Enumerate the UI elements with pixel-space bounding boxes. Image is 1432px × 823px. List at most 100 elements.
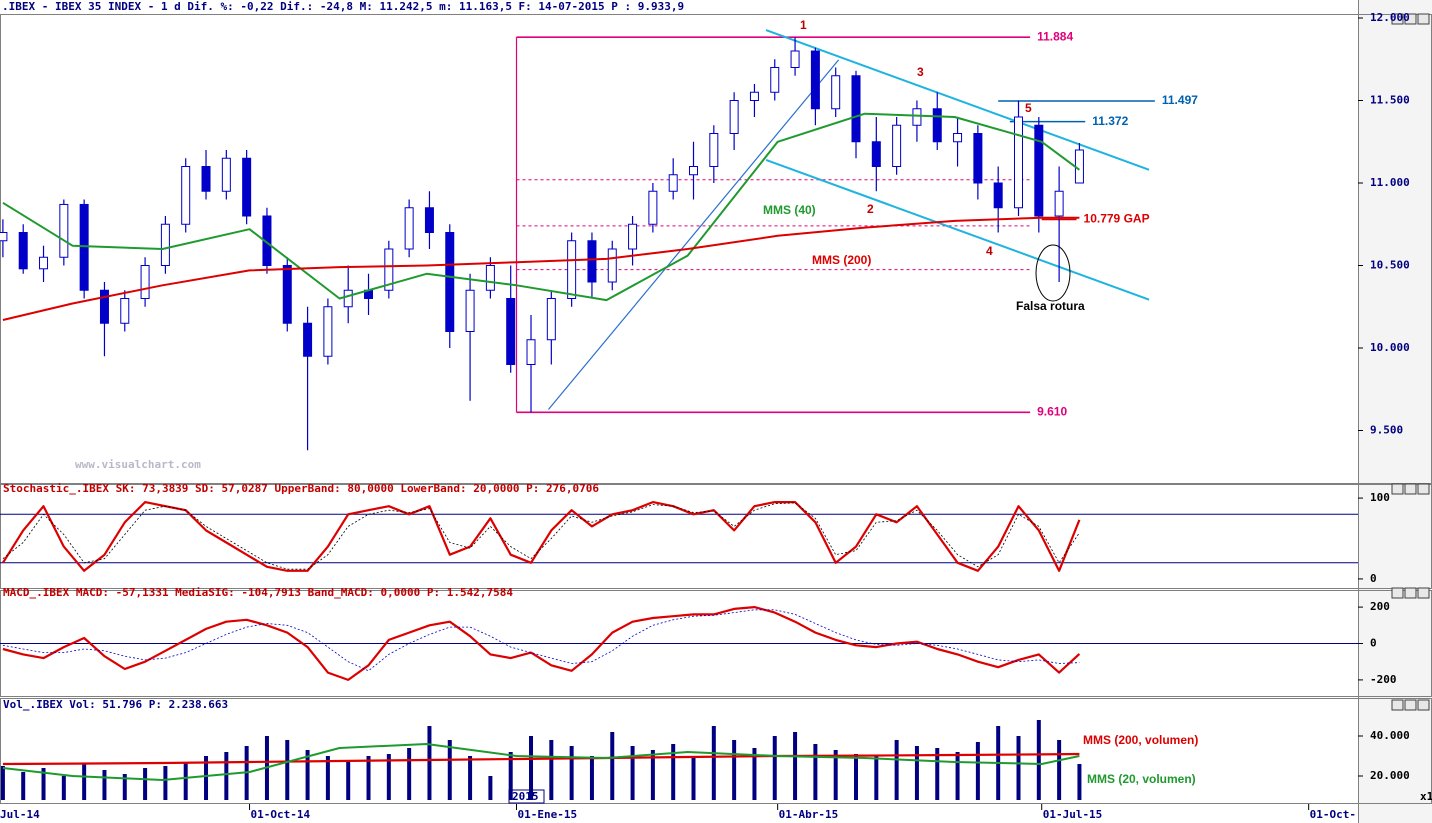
window-buttons[interactable] [1391, 13, 1430, 711]
volume-bar [427, 726, 432, 800]
volume-bar [914, 746, 919, 800]
candle-body [973, 133, 983, 184]
y-tick-label: 9.500 [1370, 424, 1403, 437]
volume-bar [691, 756, 696, 800]
candle-body [140, 265, 150, 299]
volume-bar [102, 770, 107, 800]
volume-bar [61, 776, 66, 800]
volume-bar [1036, 720, 1041, 800]
volume-bar [894, 740, 899, 800]
volume-bar [549, 740, 554, 800]
volume-bar [447, 740, 452, 800]
volume-bar [813, 744, 818, 800]
right-axis-area [1358, 0, 1432, 823]
volume-bar [833, 750, 838, 800]
x-tick-label: 01-Ene-15 [518, 808, 578, 821]
volume-bar [955, 752, 960, 800]
candle-body [0, 232, 8, 242]
candle-body [59, 203, 69, 258]
candle-body [242, 157, 252, 217]
y-tick-label: 100 [1370, 491, 1390, 504]
year-marker: 2015 [512, 790, 539, 803]
volume-bar [610, 732, 615, 800]
candle-body [587, 240, 597, 283]
volume-bar [793, 732, 798, 800]
candle-body [303, 322, 313, 357]
volume-bar [1077, 764, 1082, 800]
annotation-ellipse [1035, 244, 1071, 302]
y-tick-label: 12.000 [1370, 11, 1410, 24]
volume-bar [82, 764, 87, 800]
volume-bar [874, 756, 879, 800]
x-tick-label: 01-Oct-14 [251, 808, 311, 821]
candle-body [567, 240, 577, 299]
wave-label: 5 [1025, 101, 1032, 115]
volume-bar [772, 736, 777, 800]
candle-body [1014, 116, 1023, 209]
candle-body [506, 298, 516, 365]
volume-bar [285, 740, 290, 800]
panel-title: MACD_.IBEX MACD: -57,1331 MediaSIG: -104… [3, 586, 513, 599]
candle-body [729, 100, 739, 134]
volume-bar [488, 776, 493, 800]
series-line [2, 743, 1080, 781]
series-line [2, 216, 1080, 321]
candle-body [749, 91, 759, 101]
wave-label: 1 [800, 18, 807, 32]
series-label: MMS (200) [812, 253, 871, 267]
candle-body [221, 157, 231, 192]
candle-body [424, 207, 434, 233]
volume-bar [0, 766, 5, 800]
candle-body [160, 223, 170, 266]
y-tick-label: -200 [1370, 673, 1397, 686]
y-tick-label: 11.500 [1370, 94, 1410, 107]
candle-body [912, 108, 922, 126]
series-line [2, 609, 1080, 672]
wave-label: 3 [917, 65, 924, 79]
chart-header: .IBEX - IBEX 35 INDEX - 1 d Dif. %: -0,2… [2, 0, 684, 13]
candle-body [831, 75, 841, 110]
candle-body [39, 256, 49, 270]
panel-title: Vol_.IBEX Vol: 51.796 P: 2.238.663 [3, 698, 228, 711]
candle-body [689, 166, 699, 176]
volume-bar [1016, 736, 1021, 800]
volume-bar [589, 756, 594, 800]
level-label: 11.372 [1092, 114, 1128, 128]
volume-bar [529, 736, 534, 800]
candle-body [445, 232, 455, 332]
x-tick-label: 01-Jul-15 [1043, 808, 1103, 821]
candle-body [404, 207, 414, 250]
wave-label: 2 [867, 202, 874, 216]
series-line [2, 606, 1081, 681]
x-tick-label: 01-Oct- [1310, 808, 1356, 821]
candle-body [546, 298, 556, 341]
candle-body [79, 203, 89, 291]
candle-body [1074, 149, 1084, 184]
volume-bar [650, 750, 655, 800]
candle-body [932, 108, 942, 143]
candle-body [384, 248, 394, 291]
series-label: MMS (20, volumen) [1087, 772, 1196, 786]
candle-body [526, 339, 536, 365]
series-line [2, 752, 1080, 766]
trendline [547, 59, 840, 410]
candle-body [99, 289, 109, 324]
candle-body [1054, 190, 1064, 217]
candle-body [993, 182, 1003, 209]
candle-body [871, 141, 881, 167]
volume-bar [386, 754, 391, 800]
candle-body [343, 289, 353, 308]
volume-bar [1057, 740, 1062, 800]
series-label: MMS (200, volumen) [1083, 733, 1198, 747]
level-label: 10.779 GAP [1084, 212, 1150, 226]
series-label: MMS (40) [763, 203, 816, 217]
candle-body [201, 166, 211, 192]
candle-body [465, 289, 475, 332]
volume-bar [711, 726, 716, 800]
y-tick-label: 200 [1370, 600, 1390, 613]
y-tick-label: 20.000 [1370, 769, 1410, 782]
series-line [1, 501, 1081, 572]
candle-body [770, 67, 780, 93]
y-tick-label: 40.000 [1370, 729, 1410, 742]
